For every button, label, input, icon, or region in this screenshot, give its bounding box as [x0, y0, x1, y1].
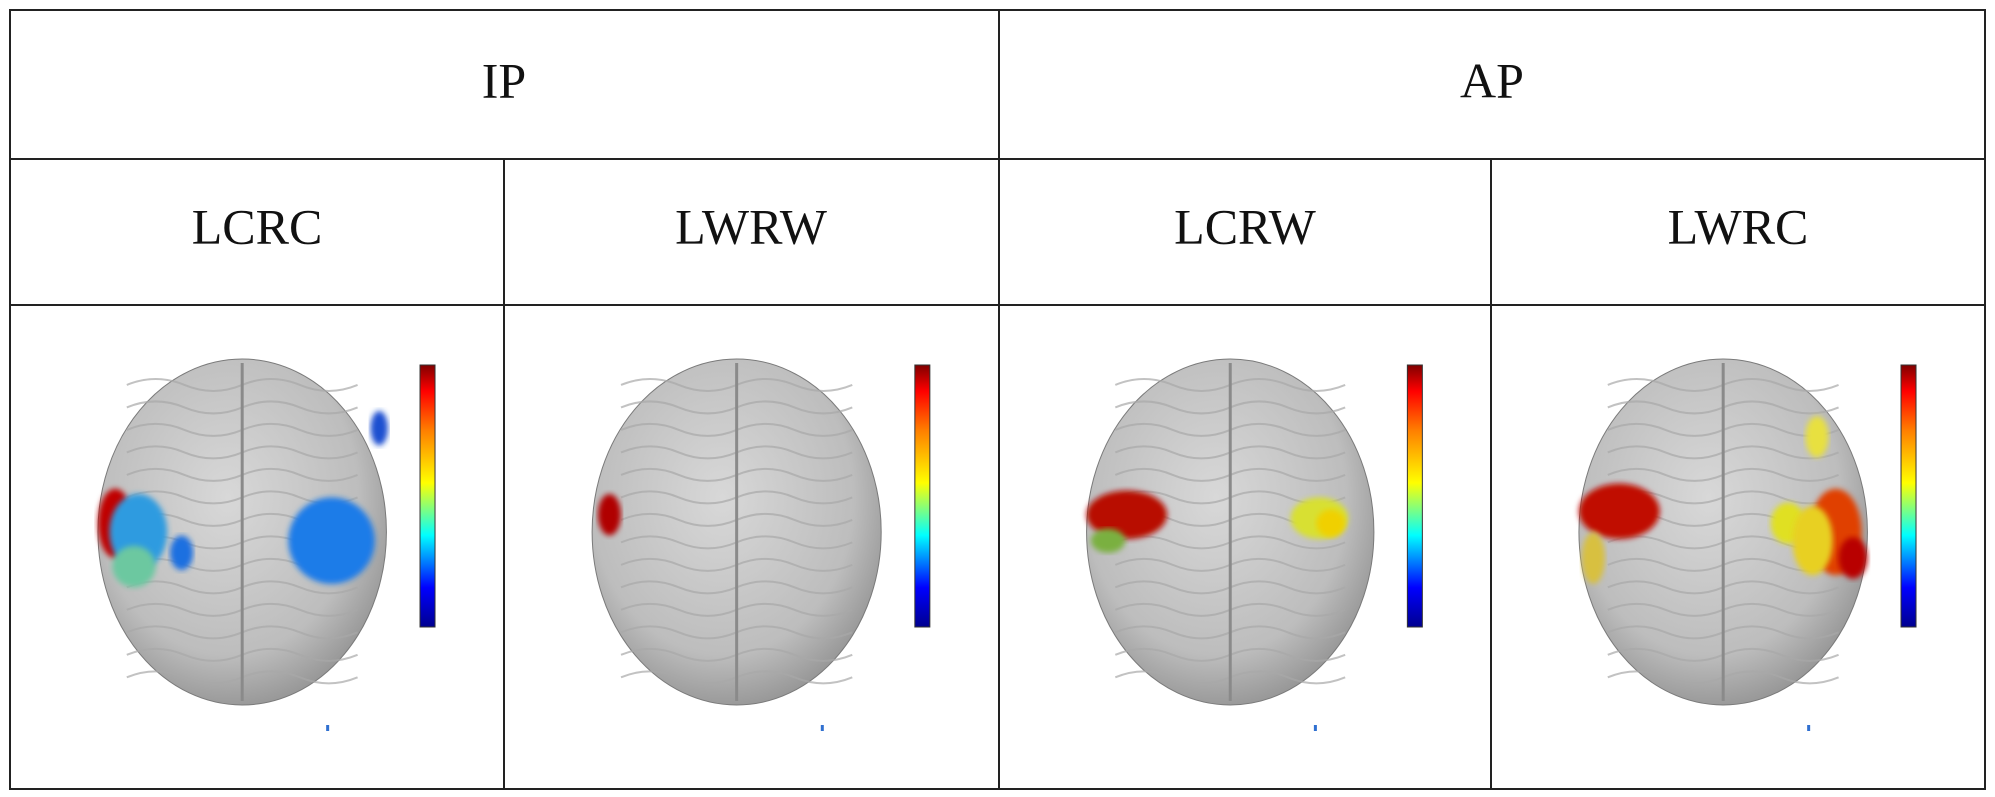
- column-header: LCRW: [1174, 198, 1316, 254]
- group-header: AP: [1460, 52, 1524, 108]
- marker: [1807, 725, 1811, 731]
- column-header: LWRW: [675, 198, 828, 254]
- brain-map: [591, 358, 931, 731]
- brain-map: [1578, 358, 1917, 731]
- column-header: LCRC: [192, 198, 323, 254]
- activation: [1316, 509, 1346, 538]
- colorbar: [1900, 364, 1917, 628]
- activation: [1792, 506, 1833, 576]
- table-grid: [9, 9, 1986, 790]
- marker: [820, 725, 824, 731]
- marker: [1313, 725, 1317, 731]
- activation: [170, 535, 194, 571]
- column-header: LWRC: [1668, 198, 1809, 254]
- activation: [1086, 490, 1168, 539]
- brain-maps: [97, 358, 1917, 731]
- brain-map: [97, 358, 436, 731]
- group-header: IP: [482, 52, 526, 108]
- activation: [1805, 416, 1829, 458]
- activation: [1578, 483, 1660, 539]
- activation: [1838, 537, 1868, 579]
- colorbar: [914, 364, 931, 628]
- colorbar: [1406, 364, 1423, 628]
- activation: [112, 545, 156, 588]
- brain-map: [1086, 358, 1423, 731]
- table-border: [9, 9, 1986, 790]
- activation: [1581, 532, 1605, 584]
- colorbar: [419, 364, 436, 628]
- activation: [370, 410, 388, 446]
- activation: [1090, 528, 1126, 553]
- activation: [597, 493, 622, 536]
- marker: [326, 725, 330, 731]
- activation: [288, 497, 375, 584]
